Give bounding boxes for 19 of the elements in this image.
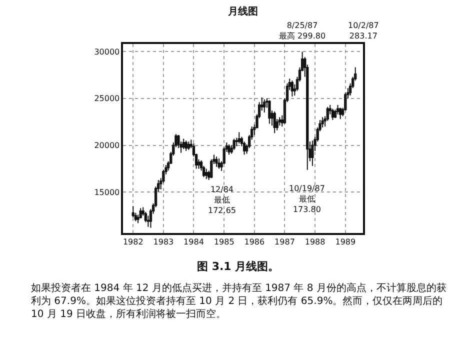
y-tick-label: 25000 bbox=[94, 94, 120, 104]
caption: 图 3.1 月线图。 bbox=[197, 260, 280, 273]
x-tick-label: 1982 bbox=[122, 237, 144, 246]
annotation: 10/19/87 最低 173.80 bbox=[289, 184, 325, 214]
x-tick-label: 1989 bbox=[335, 237, 356, 246]
y-tick-label: 30000 bbox=[94, 47, 120, 56]
annotation: 8/25/87 最高 299.80 bbox=[279, 21, 326, 40]
x-tick-label: 1983 bbox=[153, 237, 174, 246]
text: 10/2/87 283.17 bbox=[348, 21, 379, 40]
annotation: 12/84 最低 172.65 bbox=[208, 185, 236, 215]
y-tick-label: 15000 bbox=[94, 188, 120, 197]
x-tick-label: 1988 bbox=[304, 237, 326, 246]
x-tick-label: 1985 bbox=[214, 237, 234, 246]
x-tick-label: 1984 bbox=[184, 237, 204, 246]
x-tick-label: 1987 bbox=[274, 237, 295, 246]
chart-title: 月线图 bbox=[227, 6, 258, 18]
x-tick-label: 1986 bbox=[244, 237, 265, 246]
text: 如果投资者在 1984 年 12 月的低点买进，并持有至 1987 年 8 月份的高点，不计算股息的获利为 67.9%。如果这位投资者持有至 10 月 2 日，获利仍有 65.9%。然而，仅仅在两周后的 10 月 19 日收盘，所有利润将被一扫而空。 bbox=[31, 282, 446, 320]
y-tick-label: 20000 bbox=[94, 141, 120, 150]
